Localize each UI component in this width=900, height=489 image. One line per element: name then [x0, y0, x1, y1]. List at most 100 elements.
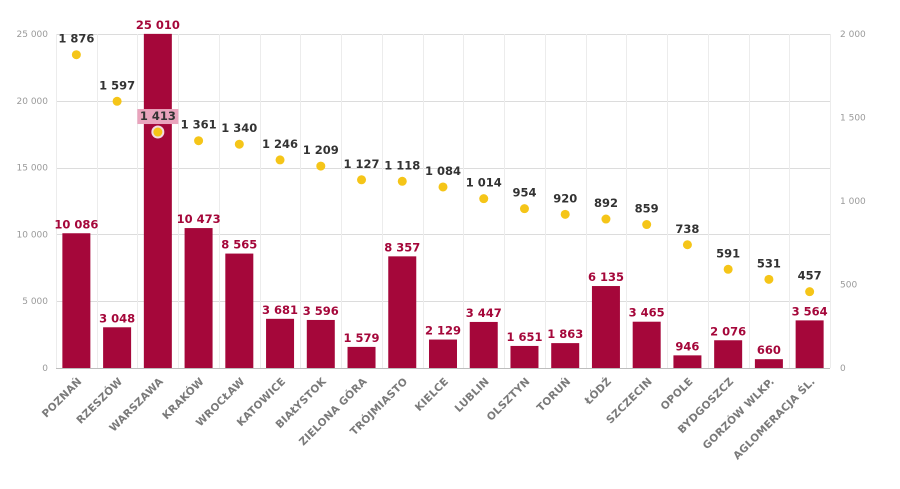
left-axis-tick-label: 25 000: [17, 30, 49, 40]
left-axis-tick-label: 20 000: [17, 97, 49, 107]
point: [601, 214, 611, 224]
bar: [510, 345, 539, 368]
bar-value-label: 25 010: [136, 18, 180, 32]
bar: [143, 33, 172, 369]
bar-value-label: 8 357: [384, 240, 420, 254]
category-label: TORUŃ: [534, 375, 573, 414]
category-label: AGLOMERACJA ŚL.: [730, 375, 817, 462]
point: [234, 139, 244, 149]
x-axis-labels: POZNAŃRZESZÓWWARSZAWAKRAKÓWWROCŁAWKATOWI…: [39, 374, 818, 462]
bar-value-label: 10 473: [177, 212, 221, 226]
bar-value-label: 1 651: [506, 330, 542, 344]
point: [153, 127, 163, 137]
bar-value-label: 2 076: [710, 324, 746, 338]
left-axis-tick-label: 5 000: [22, 297, 48, 307]
bar-value-label: 946: [675, 339, 699, 353]
point-value-label: 920: [553, 191, 577, 205]
right-axis-tick-label: 1 500: [840, 114, 866, 124]
bar: [795, 320, 824, 368]
point: [560, 209, 570, 219]
point: [316, 161, 326, 171]
bar-value-label: 3 564: [792, 304, 828, 318]
point-value-label: 1 597: [99, 78, 135, 92]
point-value-label: 1 340: [221, 121, 257, 135]
point-value-label: 1 361: [181, 118, 217, 132]
left-y-axis: 0 5 000 10 000 15 000 20 000 25 000: [17, 30, 49, 374]
bar: [551, 343, 580, 368]
point-value-label: 591: [716, 246, 740, 260]
point: [805, 287, 815, 297]
bar: [673, 355, 702, 368]
point-data-labels: 1 876 1 597 1 413 1 361 1 340 1 246 1 209 1 127…: [58, 32, 821, 283]
point: [723, 264, 733, 274]
bar: [306, 319, 335, 368]
point: [275, 155, 285, 165]
bar-value-label: 3 596: [303, 304, 339, 318]
point-value-label: 1 246: [262, 137, 298, 151]
point: [519, 204, 529, 214]
point-value-label: 892: [594, 196, 618, 210]
bar: [62, 233, 91, 368]
category-label: ŁÓDŹ: [581, 375, 614, 408]
point-value-label: 954: [512, 186, 536, 200]
point-value-label: 738: [675, 222, 699, 236]
point: [71, 50, 81, 60]
category-label: LUBLIN: [453, 376, 492, 415]
point-value-label: 1 118: [384, 158, 420, 172]
point: [479, 194, 489, 204]
category-label: KIELCE: [413, 376, 451, 414]
right-y-axis: 0 500 1 000 1 500 2 000: [840, 30, 866, 374]
bar: [266, 318, 295, 368]
point: [642, 220, 652, 230]
bar: [347, 346, 376, 368]
bar: [429, 339, 457, 368]
point-series: [71, 50, 815, 297]
category-label: ZIELONA GÓRA: [296, 374, 370, 448]
point-value-label: 1 876: [58, 32, 94, 46]
point: [397, 176, 407, 186]
left-axis-tick-label: 10 000: [17, 230, 49, 240]
bar: [103, 327, 132, 368]
bar: [632, 321, 661, 368]
bar-value-label: 8 565: [221, 238, 257, 252]
bar-value-label: 10 086: [54, 217, 98, 231]
bar-value-label: 3 447: [466, 306, 502, 320]
bar: [225, 253, 254, 368]
bar-series: [62, 33, 824, 369]
grid: [56, 34, 831, 369]
right-axis-tick-label: 500: [840, 281, 857, 291]
point-value-label: 1 084: [425, 164, 461, 178]
point: [357, 175, 367, 185]
category-label: GORZÓW WLKP.: [700, 375, 777, 452]
point: [112, 96, 122, 106]
right-axis-tick-label: 2 000: [840, 30, 866, 40]
bar-value-label: 3 681: [262, 303, 298, 317]
point-value-label: 1 014: [466, 176, 502, 190]
category-label: OLSZTYN: [485, 376, 533, 424]
left-axis-tick-label: 15 000: [17, 164, 49, 174]
right-axis-tick-label: 0: [840, 364, 846, 374]
bar: [388, 256, 417, 368]
point-value-label: 1 209: [303, 143, 339, 157]
point-value-label: 859: [635, 202, 659, 216]
point-value-label: 531: [757, 256, 781, 270]
point: [194, 136, 204, 146]
point-value-label: 1 413: [140, 109, 176, 123]
point: [682, 240, 692, 250]
point-value-label: 1 127: [344, 157, 380, 171]
bar: [184, 228, 213, 368]
bar-value-label: 2 129: [425, 324, 461, 338]
bar-value-label: 3 048: [99, 311, 135, 325]
bar: [714, 340, 743, 368]
bar-value-label: 1 579: [344, 331, 380, 345]
point-label-highlight: [137, 109, 179, 125]
bar: [469, 321, 498, 368]
right-axis-tick-label: 1 000: [840, 197, 866, 207]
bar-value-label: 1 863: [547, 327, 583, 341]
bar-value-label: 6 135: [588, 270, 624, 284]
point: [764, 274, 774, 284]
point: [438, 182, 448, 192]
point-value-label: 457: [798, 269, 822, 283]
left-axis-tick-label: 0: [42, 364, 48, 374]
